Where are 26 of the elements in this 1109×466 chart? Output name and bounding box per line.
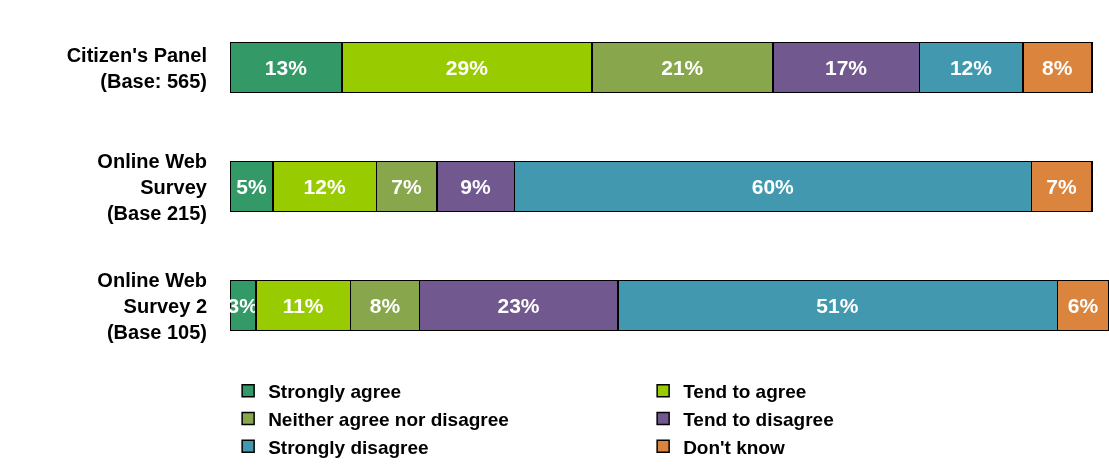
y-tick-label: Online Web Survey 2 (Base 105) [97, 268, 207, 343]
y-tick-label: Citizen's Panel (Base: 565) [66, 43, 207, 92]
data-label: 8% [1041, 56, 1073, 79]
legend-label: Strongly disagree [268, 436, 429, 458]
data-label: 11% [282, 294, 324, 317]
data-label: 12% [949, 56, 993, 79]
data-label: 29% [445, 56, 489, 79]
data-label: 21% [661, 56, 704, 79]
legend-label: Strongly agree [268, 381, 402, 403]
data-label: 12% [303, 175, 346, 198]
data-label: 13% [264, 56, 308, 79]
data-label: 7% [391, 175, 422, 198]
data-label: 6% [1067, 294, 1099, 317]
data-label: 23% [497, 294, 540, 317]
data-label: 17% [824, 56, 868, 79]
legend-label: Don't know [683, 436, 785, 458]
data-label: 7% [1046, 175, 1077, 198]
data-label: 9% [460, 175, 491, 198]
legend-label: Neither agree nor disagree [268, 408, 509, 430]
data-label: 5% [236, 175, 267, 198]
data-label: 8% [369, 294, 401, 317]
data-label: 51% [816, 294, 859, 317]
legend-label: Tend to agree [683, 381, 807, 403]
y-tick-label: Online Web Survey (Base 215) [97, 149, 208, 224]
data-label: 60% [751, 175, 795, 198]
legend-label: Tend to disagree [683, 408, 834, 430]
